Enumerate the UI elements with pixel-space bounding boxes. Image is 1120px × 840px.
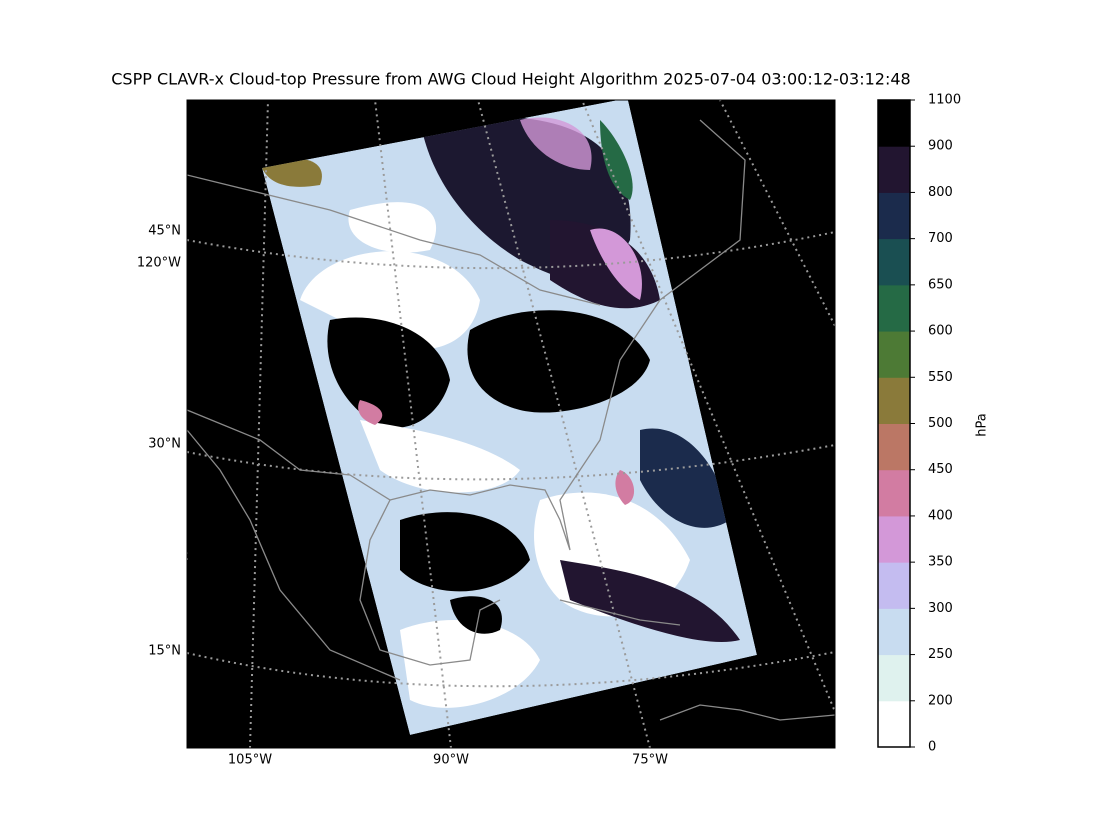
colorbar: 0 200 250 300 350 400 450 500 550 600 650 700 800 900… — [877, 93, 961, 755]
cloud-area — [358, 400, 383, 425]
cloud-area — [615, 470, 635, 505]
longitude-label: 90°W — [433, 753, 469, 768]
colorbar-tick-label: 600 — [928, 324, 953, 339]
clear-area — [327, 317, 450, 428]
colorbar-tick-label: 900 — [928, 139, 953, 154]
colorbar-segment — [878, 192, 910, 240]
colorbar-tick-label: 650 — [928, 277, 953, 292]
coastline — [187, 409, 501, 666]
low-cloud-area — [560, 560, 740, 642]
longitude-label: 75°W — [632, 753, 668, 768]
coastline — [187, 429, 401, 681]
colorbar-tick-label: 700 — [928, 231, 953, 246]
latitude-label: 15°N — [148, 644, 181, 659]
meridian — [249, 100, 269, 748]
map-title: CSPP CLAVR-x Cloud-top Pressure from AWG… — [111, 70, 910, 89]
colorbar-segment — [878, 100, 910, 147]
colorbar-segment — [878, 700, 910, 748]
longitude-label: 120°W — [137, 256, 181, 271]
clear-area — [400, 512, 530, 592]
coastline — [559, 599, 681, 626]
cloud-area — [400, 620, 540, 708]
low-cloud-area — [640, 428, 730, 528]
cloud-area — [360, 420, 520, 493]
cloud-area — [590, 228, 642, 300]
colorbar-segment — [878, 608, 910, 656]
colorbar-segment — [878, 377, 910, 424]
meridian — [374, 100, 452, 748]
border — [187, 174, 601, 306]
colorbar-label: hPa — [975, 413, 990, 436]
colorbar-segment — [878, 284, 910, 332]
colorbar-segment — [878, 146, 910, 193]
colorbar-tick-label: 400 — [928, 508, 953, 523]
map — [187, 100, 835, 748]
parallel — [187, 444, 835, 481]
coastline — [389, 119, 746, 551]
colorbar-tick-label: 300 — [928, 601, 953, 616]
cloud-area — [348, 202, 437, 253]
colorbar-tick-label: 250 — [928, 647, 953, 662]
coastline — [659, 704, 835, 721]
cloud-area — [600, 120, 633, 200]
cloud-area — [300, 251, 480, 350]
colorbar-tick-label: 200 — [928, 693, 953, 708]
cloud-area — [520, 117, 592, 170]
colorbar-segment — [878, 331, 910, 378]
satellite-swath — [262, 100, 757, 735]
colorbar-tick-label: 0 — [928, 740, 936, 755]
colorbar-tick-label: 800 — [928, 185, 953, 200]
cloud-area — [262, 158, 322, 187]
colorbar-segment — [878, 562, 910, 609]
meridian — [187, 539, 188, 560]
clear-area — [467, 310, 650, 413]
parallel — [187, 651, 835, 688]
colorbar-tick-label: 350 — [928, 555, 953, 570]
longitude-label: 105°W — [228, 753, 272, 768]
latitude-label: 30°N — [148, 437, 181, 452]
colorbar-segment — [878, 654, 910, 702]
meridian — [477, 100, 651, 748]
colorbar-tick-label: 1100 — [928, 93, 961, 108]
colorbar-tick-label: 450 — [928, 462, 953, 477]
colorbar-segment — [878, 515, 910, 563]
colorbar-tick-label: 500 — [928, 416, 953, 431]
colorbar-tick-label: 550 — [928, 370, 953, 385]
latitude-label: 45°N — [148, 224, 181, 239]
parallel — [187, 231, 835, 270]
colorbar-segment — [878, 469, 910, 517]
colorbar-segment — [878, 423, 910, 471]
colorbar-segment — [878, 238, 910, 286]
map-frame — [186, 99, 836, 749]
